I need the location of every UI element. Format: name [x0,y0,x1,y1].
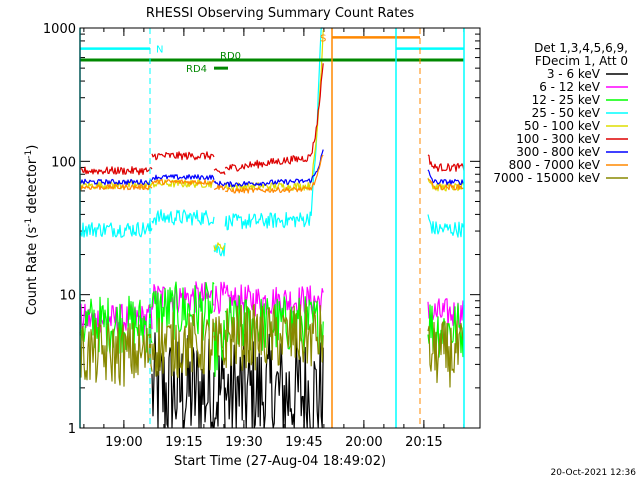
x-tick-label: 19:30 [225,435,262,450]
legend-header-1: Det 1,3,4,5,6,9, [534,41,628,55]
series-line-300-800keV [80,149,465,188]
series-line-100-300keV [79,63,465,176]
y-tick-label: 1 [68,422,76,437]
legend-label: 300 - 800 keV [516,145,600,159]
series-line-25-50keV [79,27,465,257]
series-group [79,27,465,429]
y-tick-label: 10 [59,289,76,304]
flag-label-N: N [156,45,163,56]
legend: Det 1,3,4,5,6,9, FDecim 1, Att 0 3 - 6 k… [493,41,628,185]
y-axis-label: Count Rate (s-1 detector-1) [24,145,40,316]
flag-label-RD0: RD0 [220,51,241,62]
legend-label: 50 - 100 keV [524,119,601,133]
series-line-6-12keV [79,281,465,336]
y-tick-labels: 1 10 100 1000 [43,22,76,437]
series-line-7000-15000keV [79,303,465,388]
x-tick-label: 19:15 [165,435,202,450]
legend-label: 800 - 7000 keV [509,158,601,172]
legend-label: 25 - 50 keV [532,106,601,120]
legend-label: 3 - 6 keV [547,67,601,81]
timestamp: 20-Oct-2021 12:36 [551,468,637,478]
legend-label: 6 - 12 keV [539,80,601,94]
x-tick-label: 19:45 [285,435,322,450]
y-tick-label: 1000 [43,22,76,37]
y-tick-label: 100 [51,155,76,170]
legend-header-2: FDecim 1, Att 0 [535,54,628,68]
legend-label: 12 - 25 keV [532,93,601,107]
x-tick-label: 20:15 [405,435,442,450]
x-tick-labels: 19:00 19:15 19:30 19:45 20:00 20:15 [105,435,442,450]
x-tick-label: 20:00 [345,435,382,450]
series-line-800-7000keV [79,154,465,194]
legend-label: 7000 - 15000 keV [493,171,600,185]
plot-frame [79,27,481,429]
x-axis-label: Start Time (27-Aug-04 18:49:02) [174,454,386,469]
flag-label-S: S [320,33,326,44]
flag-label-RD4: RD4 [186,64,207,75]
chart-title: RHESSI Observing Summary Count Rates [146,6,415,21]
legend-label: 100 - 300 keV [516,132,600,146]
x-tick-label: 19:00 [105,435,142,450]
